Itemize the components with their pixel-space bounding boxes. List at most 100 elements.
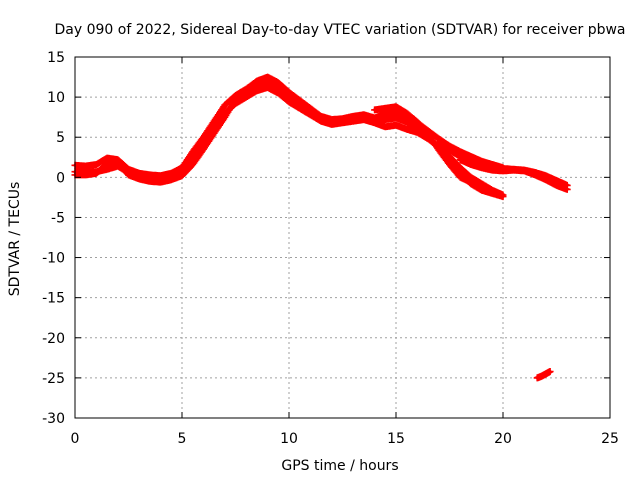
data-point xyxy=(255,85,259,89)
data-series xyxy=(456,156,571,193)
x-tick-label: 0 xyxy=(71,431,80,447)
data-point xyxy=(501,195,505,199)
data-point xyxy=(480,188,484,192)
data-point xyxy=(223,115,227,119)
y-tick-label: 15 xyxy=(47,50,65,66)
data-point xyxy=(437,148,441,152)
data-point xyxy=(540,374,543,378)
x-axis-label: GPS time / hours xyxy=(281,458,398,474)
data-point xyxy=(394,116,398,120)
data-point xyxy=(105,156,109,160)
data-point xyxy=(405,111,409,115)
data-point xyxy=(191,163,195,166)
data-point xyxy=(180,174,184,178)
y-tick-label: -10 xyxy=(42,251,65,267)
data-point xyxy=(308,110,312,114)
data-point xyxy=(383,118,387,122)
data-point xyxy=(469,180,473,184)
data-point xyxy=(394,123,398,127)
data-point xyxy=(415,126,419,130)
x-tick-label: 10 xyxy=(280,431,298,447)
data-point xyxy=(319,117,323,121)
data-point xyxy=(105,162,109,166)
data-point xyxy=(565,187,569,191)
data-point xyxy=(405,127,409,131)
data-point xyxy=(373,118,377,122)
data-point xyxy=(512,168,516,172)
data-point xyxy=(84,164,88,168)
data-point xyxy=(501,169,505,173)
y-tick-label: -5 xyxy=(51,210,65,226)
data-point xyxy=(426,132,430,136)
data-point xyxy=(116,161,120,165)
data-point xyxy=(522,169,526,173)
data-point xyxy=(159,174,163,178)
data-point xyxy=(458,175,462,179)
data-point xyxy=(212,131,216,135)
data-point xyxy=(544,372,548,376)
data-point xyxy=(266,75,270,79)
data-point xyxy=(469,155,473,158)
y-tick-label: -25 xyxy=(42,371,65,387)
data-point xyxy=(437,140,441,144)
data-point xyxy=(458,166,462,170)
data-point xyxy=(169,178,173,182)
data-point xyxy=(244,91,248,95)
data-point xyxy=(212,119,216,123)
data-point xyxy=(298,102,302,106)
data-point xyxy=(448,148,451,152)
chart-title: Day 090 of 2022, Sidereal Day-to-day VTE… xyxy=(54,22,625,38)
data-point xyxy=(148,173,152,177)
plot-frame xyxy=(74,56,611,419)
data-point xyxy=(201,147,205,151)
data-point xyxy=(341,119,344,123)
y-tick-label: -30 xyxy=(42,411,65,427)
plot-area xyxy=(71,73,571,382)
y-tick-label: 0 xyxy=(56,170,65,186)
data-point xyxy=(405,120,409,124)
data-point xyxy=(266,86,270,89)
y-tick-label: 10 xyxy=(47,90,65,106)
grid xyxy=(75,57,610,418)
data-point xyxy=(469,163,473,166)
data-point xyxy=(137,177,141,181)
data-point xyxy=(469,175,473,179)
data-point xyxy=(490,191,494,195)
data-point xyxy=(373,108,377,112)
y-tick-label: -20 xyxy=(42,331,65,347)
data-point xyxy=(94,163,98,166)
data-point xyxy=(127,173,130,177)
x-tick-label: 5 xyxy=(178,431,187,447)
data-point xyxy=(555,183,558,187)
data-point xyxy=(351,117,355,121)
data-point xyxy=(287,95,291,99)
x-tick-label: 25 xyxy=(601,431,619,447)
data-point xyxy=(94,171,98,175)
y-tick-label: 5 xyxy=(56,130,65,146)
data-series xyxy=(371,103,486,189)
data-point xyxy=(105,167,109,171)
data-point xyxy=(490,168,494,172)
data-point xyxy=(362,115,366,119)
data-point xyxy=(84,173,88,177)
data-point xyxy=(383,112,387,116)
axes: 0 5 10 15 20 25 -30 -25 -20 -15 -10 -5 0 5 10 15 xyxy=(42,50,619,447)
data-point xyxy=(330,120,334,124)
data-point xyxy=(415,120,419,124)
data-point xyxy=(191,150,195,154)
data-series xyxy=(533,368,554,382)
data-point xyxy=(255,79,259,83)
data-point xyxy=(555,179,558,182)
x-tick-label: 20 xyxy=(494,431,512,447)
data-point xyxy=(383,125,387,129)
data-point xyxy=(394,105,398,109)
y-tick-label: -15 xyxy=(42,291,65,307)
data-point xyxy=(201,135,205,139)
x-tick-label: 15 xyxy=(387,431,405,447)
data-point xyxy=(159,180,163,184)
data-point xyxy=(234,98,237,101)
data-point xyxy=(148,179,152,183)
data-point xyxy=(480,166,484,170)
data-point xyxy=(480,183,484,187)
